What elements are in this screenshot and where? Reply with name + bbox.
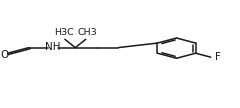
Text: NH: NH [46, 42, 61, 52]
Text: CH3: CH3 [78, 28, 97, 37]
Text: F: F [215, 52, 221, 62]
Text: O: O [0, 50, 8, 60]
Text: H3C: H3C [54, 28, 74, 37]
